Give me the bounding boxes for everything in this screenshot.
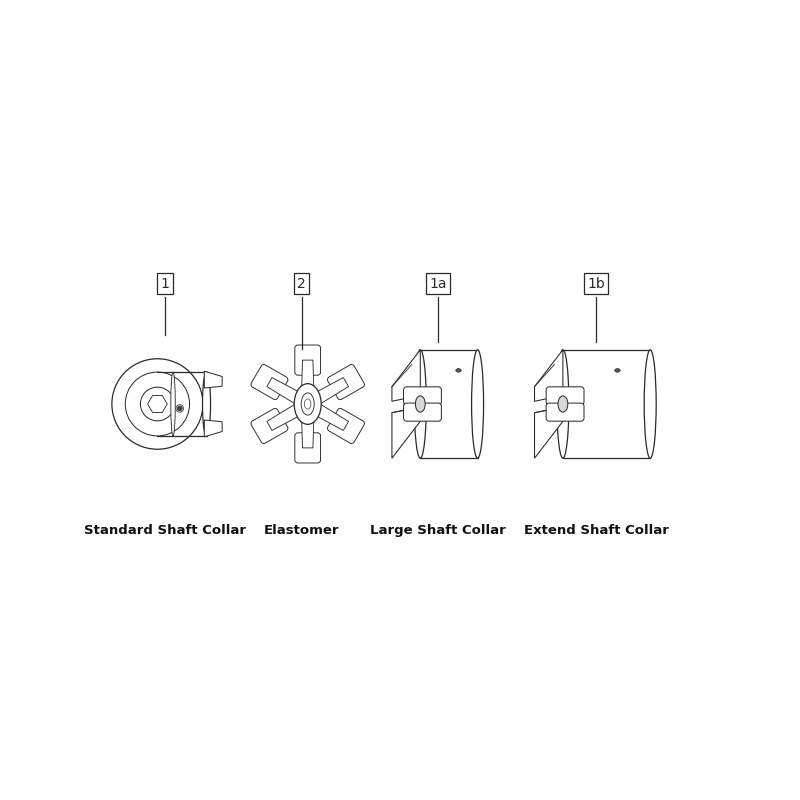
Ellipse shape	[415, 396, 426, 412]
Text: 1: 1	[161, 277, 170, 291]
Text: Elastomer: Elastomer	[264, 524, 339, 537]
Ellipse shape	[294, 384, 321, 424]
Text: Standard Shaft Collar: Standard Shaft Collar	[84, 524, 246, 537]
FancyBboxPatch shape	[546, 387, 584, 405]
Text: Extend Shaft Collar: Extend Shaft Collar	[523, 524, 669, 537]
FancyBboxPatch shape	[327, 365, 365, 400]
Polygon shape	[534, 350, 563, 402]
Circle shape	[178, 406, 182, 411]
FancyBboxPatch shape	[251, 365, 288, 400]
Polygon shape	[204, 420, 222, 437]
FancyBboxPatch shape	[403, 403, 442, 421]
Polygon shape	[305, 378, 349, 410]
Text: 1b: 1b	[587, 277, 605, 291]
Polygon shape	[305, 398, 349, 430]
Text: 2: 2	[297, 277, 306, 291]
Ellipse shape	[301, 393, 314, 415]
Polygon shape	[147, 395, 167, 413]
Ellipse shape	[171, 372, 175, 436]
Polygon shape	[301, 404, 314, 448]
Ellipse shape	[644, 350, 656, 458]
FancyBboxPatch shape	[295, 433, 321, 463]
Ellipse shape	[202, 372, 210, 436]
Circle shape	[141, 387, 174, 421]
Ellipse shape	[456, 369, 462, 372]
Polygon shape	[204, 371, 222, 388]
FancyBboxPatch shape	[403, 387, 442, 405]
Polygon shape	[301, 360, 314, 404]
Polygon shape	[267, 378, 311, 410]
Ellipse shape	[614, 369, 620, 372]
Polygon shape	[534, 406, 563, 458]
FancyBboxPatch shape	[327, 408, 365, 443]
Circle shape	[126, 372, 190, 436]
Polygon shape	[392, 406, 420, 458]
Circle shape	[112, 358, 203, 450]
Text: 1a: 1a	[429, 277, 446, 291]
FancyBboxPatch shape	[420, 350, 480, 458]
Ellipse shape	[471, 350, 483, 458]
FancyBboxPatch shape	[563, 350, 650, 458]
Polygon shape	[392, 350, 420, 402]
Text: Large Shaft Collar: Large Shaft Collar	[370, 524, 506, 537]
Polygon shape	[267, 398, 311, 430]
FancyBboxPatch shape	[295, 345, 321, 375]
Ellipse shape	[558, 396, 568, 412]
FancyBboxPatch shape	[251, 408, 288, 443]
FancyBboxPatch shape	[546, 403, 584, 421]
